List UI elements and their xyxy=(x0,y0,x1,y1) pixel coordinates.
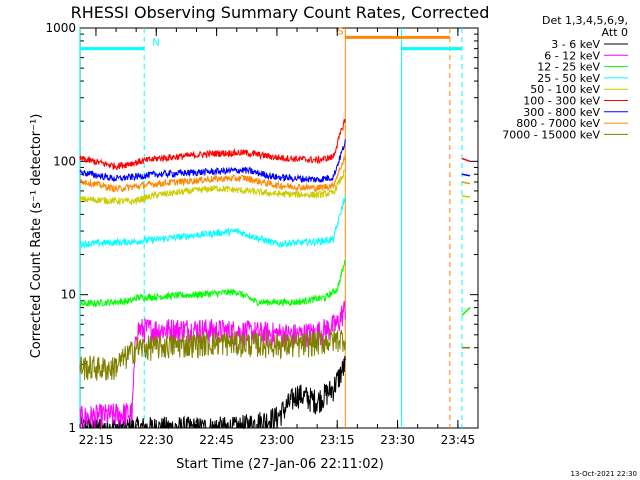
x-axis-label: Start Time (27-Jan-06 22:11:02) xyxy=(176,457,384,472)
series-line xyxy=(79,355,346,430)
chart-title: RHESSI Observing Summary Count Rates, Co… xyxy=(71,3,490,22)
annotation-label: N xyxy=(152,38,159,49)
x-tick-label: 22:45 xyxy=(199,433,234,447)
x-tick-label: 22:30 xyxy=(139,433,174,447)
series-line xyxy=(79,169,346,206)
y-axis-label: Corrected Count Rate (s⁻¹ detector⁻¹) xyxy=(29,114,44,359)
series-line-after-gap xyxy=(461,173,471,177)
legend-header: Att 0 xyxy=(602,26,628,39)
series-line xyxy=(79,328,346,381)
legend-header: Det 1,3,4,5,6,9, xyxy=(542,14,628,27)
plot-area: 1 10 100 1000 22:15 22:30 22:45 23:00 23:15 23:30… xyxy=(45,21,479,447)
series-line-after-gap xyxy=(461,195,471,198)
series-line-after-gap xyxy=(461,307,471,316)
y-tick-label: 1 xyxy=(68,421,76,435)
series-line xyxy=(79,153,346,193)
legend-entry-label: 3 - 6 keV xyxy=(551,38,600,51)
legend-entry-label: 800 - 7000 keV xyxy=(516,117,600,130)
legend-entry-label: 100 - 300 keV xyxy=(523,95,600,108)
legend-entry-label: 7000 - 15000 keV xyxy=(502,128,600,141)
series-line xyxy=(79,260,346,309)
legend-entry-label: 12 - 25 keV xyxy=(537,61,600,74)
x-tick-label: 22:15 xyxy=(79,433,114,447)
x-tick-label: 23:45 xyxy=(441,433,476,447)
series-line xyxy=(79,194,346,249)
x-tick-label: 23:30 xyxy=(380,433,415,447)
y-tick-label: 10 xyxy=(61,288,76,302)
series-line-after-gap xyxy=(461,157,471,163)
annotation-label: S xyxy=(337,26,343,37)
legend-entry-label: 300 - 800 keV xyxy=(523,106,600,119)
y-tick-label: 1000 xyxy=(45,21,76,35)
legend-entry-label: 25 - 50 keV xyxy=(537,72,600,85)
x-tick-label: 23:00 xyxy=(260,433,295,447)
y-tick-label: 100 xyxy=(53,154,76,168)
x-tick-label: 23:15 xyxy=(320,433,355,447)
footer-date: 13-Oct-2021 22:30 xyxy=(571,470,637,478)
series-line xyxy=(79,139,346,184)
legend-entry-label: 6 - 12 keV xyxy=(544,49,600,62)
series-line xyxy=(79,118,346,171)
legend-entry-label: 50 - 100 keV xyxy=(530,83,600,96)
series-line-after-gap xyxy=(461,181,471,185)
